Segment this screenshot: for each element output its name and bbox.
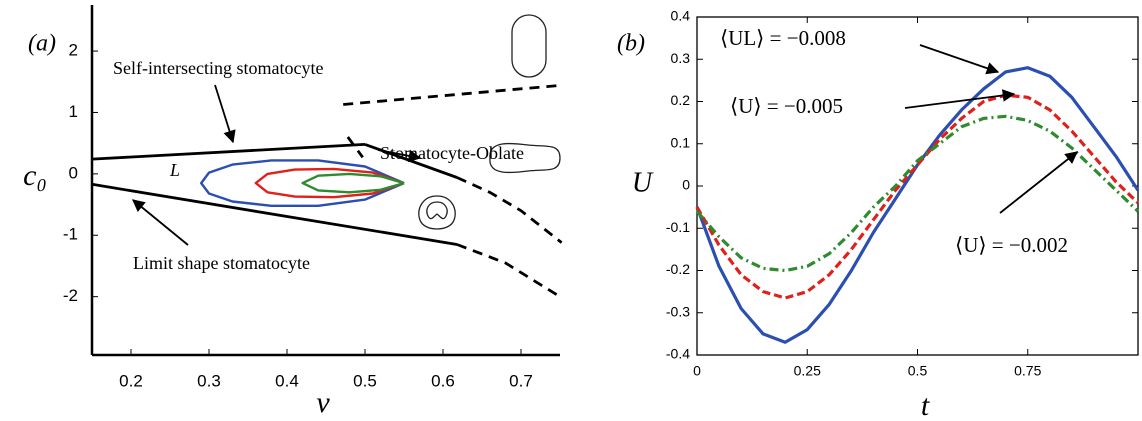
y-tick-label: 2	[69, 41, 78, 60]
annotation: Limit shape stomatocyte	[133, 253, 310, 273]
y-tick-label: -0.4	[666, 346, 690, 362]
x-tick-label: 0.2	[119, 371, 143, 390]
y-tick-label: -0.2	[666, 261, 690, 277]
x-tick-label: 0	[693, 363, 701, 379]
annotation-arrow	[214, 84, 236, 144]
annotation-arrow	[904, 89, 1016, 109]
annotation-arrow	[377, 149, 422, 163]
x-axis-label: t	[921, 389, 930, 421]
data-line	[254, 167, 405, 199]
x-tick-label: 0.5	[908, 363, 928, 379]
x-tick-label: 0.7	[509, 371, 533, 390]
annotation: (a)	[28, 31, 56, 57]
prolate-shape	[511, 14, 547, 78]
y-tick-label: 1	[69, 102, 78, 121]
data-line	[200, 159, 405, 207]
data-line	[91, 143, 366, 161]
data-line	[456, 176, 563, 244]
y-tick-label: -1	[63, 225, 78, 244]
data-line	[695, 66, 1140, 344]
annotation: ⟨U⟩ = −0.002	[955, 233, 1068, 257]
cell-shapes	[418, 14, 561, 230]
y-tick-label: 0.3	[671, 50, 691, 66]
y-tick-label: 0.4	[671, 8, 691, 24]
y-axis-label: U	[632, 167, 654, 198]
annotation-arrow	[999, 151, 1078, 214]
data-line	[91, 182, 458, 246]
annotation: (b)	[617, 31, 645, 57]
annotation-arrow	[132, 199, 189, 246]
y-axis-label: c₀	[23, 159, 47, 192]
stomatocyte-shape	[418, 195, 456, 230]
y-tick-label: 0	[682, 177, 690, 193]
y-tick-label: 0	[69, 163, 78, 182]
x-tick-label: 0.3	[197, 371, 221, 390]
x-tick-label: 0.6	[431, 371, 455, 390]
oblate-shape	[489, 142, 561, 174]
y-tick-label: -0.3	[666, 303, 690, 319]
x-axis-label: v	[316, 386, 330, 419]
data-line	[456, 243, 558, 296]
x-tick-label: 0.75	[1014, 363, 1041, 379]
y-tick-label: 0.2	[671, 92, 691, 108]
data-line	[346, 136, 364, 159]
x-tick-label: 0.4	[275, 371, 299, 390]
y-tick-label: 0.1	[671, 134, 691, 150]
annotation: ⟨U⟩ = −0.005	[730, 94, 843, 118]
data-line	[695, 114, 1140, 273]
x-tick-label: 0.5	[353, 371, 377, 390]
data-line	[343, 84, 561, 106]
annotation-arrow	[919, 44, 1000, 75]
x-tick-label: 0.25	[794, 363, 821, 379]
annotation: L	[169, 160, 180, 180]
y-tick-label: -0.1	[666, 219, 690, 235]
annotation: Self-intersecting stomatocyte	[113, 58, 323, 78]
data-line	[695, 93, 1140, 300]
axes-box	[696, 16, 1139, 356]
data-line	[301, 172, 405, 194]
y-tick-label: -2	[63, 286, 78, 305]
annotation: ⟨UL⟩ = −0.008	[720, 26, 846, 50]
annotation: Stomatocyte-Oblate	[380, 143, 524, 163]
